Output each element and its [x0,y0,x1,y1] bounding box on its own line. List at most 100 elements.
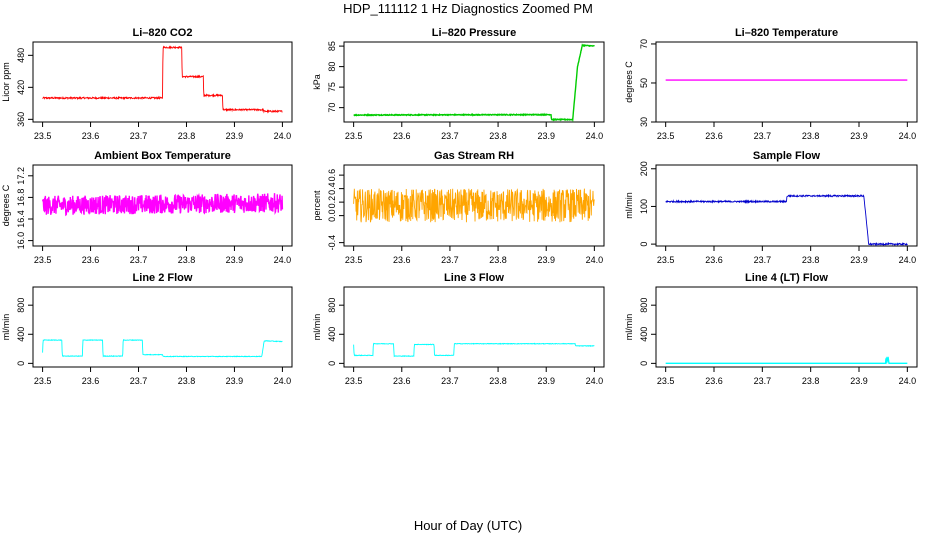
x-tick-label: 23.5 [34,255,52,265]
plot-frame [32,164,293,247]
x-tick-label: 23.6 [705,376,723,386]
plot-frame [32,41,293,123]
series-line [41,192,284,217]
x-tick-label: 24.0 [274,131,292,141]
x-tick-label: 23.9 [850,131,868,141]
y-tick-label: 480 [16,48,26,63]
plot-frame [343,164,605,247]
x-tick-label: 23.7 [754,131,772,141]
x-tick-label: 23.5 [657,376,675,386]
y-axis-label: degrees C [1,184,11,226]
x-tick-label: 23.9 [537,131,555,141]
y-tick-label: 16.0 [16,232,26,250]
x-tick-label: 23.8 [489,255,507,265]
series-line [665,356,908,365]
chart-title: Ambient Box Temperature [94,150,231,162]
x-tick-label: 23.6 [393,131,411,141]
x-tick-label: 23.7 [754,255,772,265]
chart-panel: Line 4 (LT) Flow ml/min 23.5 23.6 23.7 23.8 23… [624,272,918,386]
chart-panel: Sample Flow ml/min 23.5 23.6 23.7 23.8 23.9 24.… [624,150,918,265]
y-tick-label: 85 [327,41,337,51]
x-tick-label: 23.5 [34,131,52,141]
y-tick-label: 400 [639,327,649,342]
y-tick-label: 70 [327,103,337,113]
x-tick-label: 24.0 [586,255,604,265]
x-tick-label: 23.6 [705,255,723,265]
x-tick-label: 23.8 [802,131,820,141]
y-tick-label: 0.6 [327,169,337,182]
plot-frame [655,164,918,247]
x-tick-label: 23.9 [850,376,868,386]
plot-frame [343,286,605,368]
series-line [353,188,595,223]
y-tick-label: 0 [639,361,649,366]
series-line [42,338,283,358]
x-tick-label: 23.8 [178,376,196,386]
x-tick-label: 23.7 [130,376,148,386]
x-tick-label: 24.0 [586,376,604,386]
x-tick-label: 24.0 [899,131,917,141]
x-tick-label: 23.5 [657,131,675,141]
x-tick-label: 23.8 [802,376,820,386]
chart-panel: Li–820 Temperature degrees C 23.5 23.6 23.7 2… [624,27,918,141]
x-tick-label: 23.6 [82,376,100,386]
chart-title: Li–820 CO2 [133,27,193,39]
y-axis-label: percent [312,190,322,221]
x-tick-label: 23.5 [34,376,52,386]
y-tick-label: 800 [16,298,26,313]
x-tick-label: 23.9 [850,255,868,265]
x-tick-label: 24.0 [274,255,292,265]
plot-frame [655,286,918,368]
y-tick-label: 200 [639,161,649,176]
chart-title: Sample Flow [753,150,821,162]
series-line [665,193,908,247]
y-tick-label: -0.4 [327,235,337,251]
plot-frame [32,286,293,368]
y-axis-label: ml/min [1,314,11,341]
plot-frame [343,41,605,123]
x-tick-label: 23.8 [178,131,196,141]
y-tick-label: 800 [639,298,649,313]
y-axis-label: degrees C [624,61,634,103]
x-tick-label: 23.9 [226,376,244,386]
x-tick-label: 23.6 [82,131,100,141]
x-tick-label: 23.9 [226,131,244,141]
y-tick-label: 80 [327,62,337,72]
x-tick-label: 24.0 [899,376,917,386]
y-tick-label: 0 [327,361,337,366]
y-tick-label: 16.8 [16,189,26,207]
x-tick-label: 23.6 [705,131,723,141]
y-axis-label: kPa [312,74,322,90]
y-tick-label: 50 [639,78,649,88]
y-tick-label: 0.0 [327,209,337,222]
chart-title: Line 2 Flow [133,272,193,284]
plot-frame [655,41,918,123]
chart-title: Line 3 Flow [444,272,504,284]
y-tick-label: 100 [639,199,649,214]
chart-panel: Gas Stream RH percent 23.5 23.6 23.7 23.8 23.9… [312,150,605,265]
x-tick-label: 23.7 [130,131,148,141]
x-tick-label: 23.8 [489,131,507,141]
x-tick-label: 23.7 [441,255,459,265]
chart-panel: Li–820 CO2 Licor ppm 23.5 23.6 23.7 23.8 23.9 2… [1,27,293,141]
x-tick-label: 23.8 [802,255,820,265]
x-tick-label: 23.9 [226,255,244,265]
x-tick-label: 23.5 [345,255,363,265]
x-tick-label: 23.7 [754,376,772,386]
x-tick-label: 24.0 [899,255,917,265]
y-tick-label: 400 [16,327,26,342]
y-tick-label: 400 [327,327,337,342]
x-tick-label: 23.8 [489,376,507,386]
chart-title: Gas Stream RH [434,150,514,162]
y-tick-label: 800 [327,298,337,313]
x-tick-label: 23.5 [345,376,363,386]
y-axis-label: ml/min [624,314,634,341]
chart-panel: Li–820 Pressure kPa 23.5 23.6 23.7 23.8 23.9 24… [312,27,605,141]
x-tick-label: 24.0 [586,131,604,141]
x-tick-label: 23.9 [537,255,555,265]
series-line [42,45,283,114]
x-tick-label: 23.7 [441,131,459,141]
chart-panel: Ambient Box Temperature degrees C 23.5 23.6… [1,150,293,265]
y-tick-label: 16.4 [16,210,26,228]
